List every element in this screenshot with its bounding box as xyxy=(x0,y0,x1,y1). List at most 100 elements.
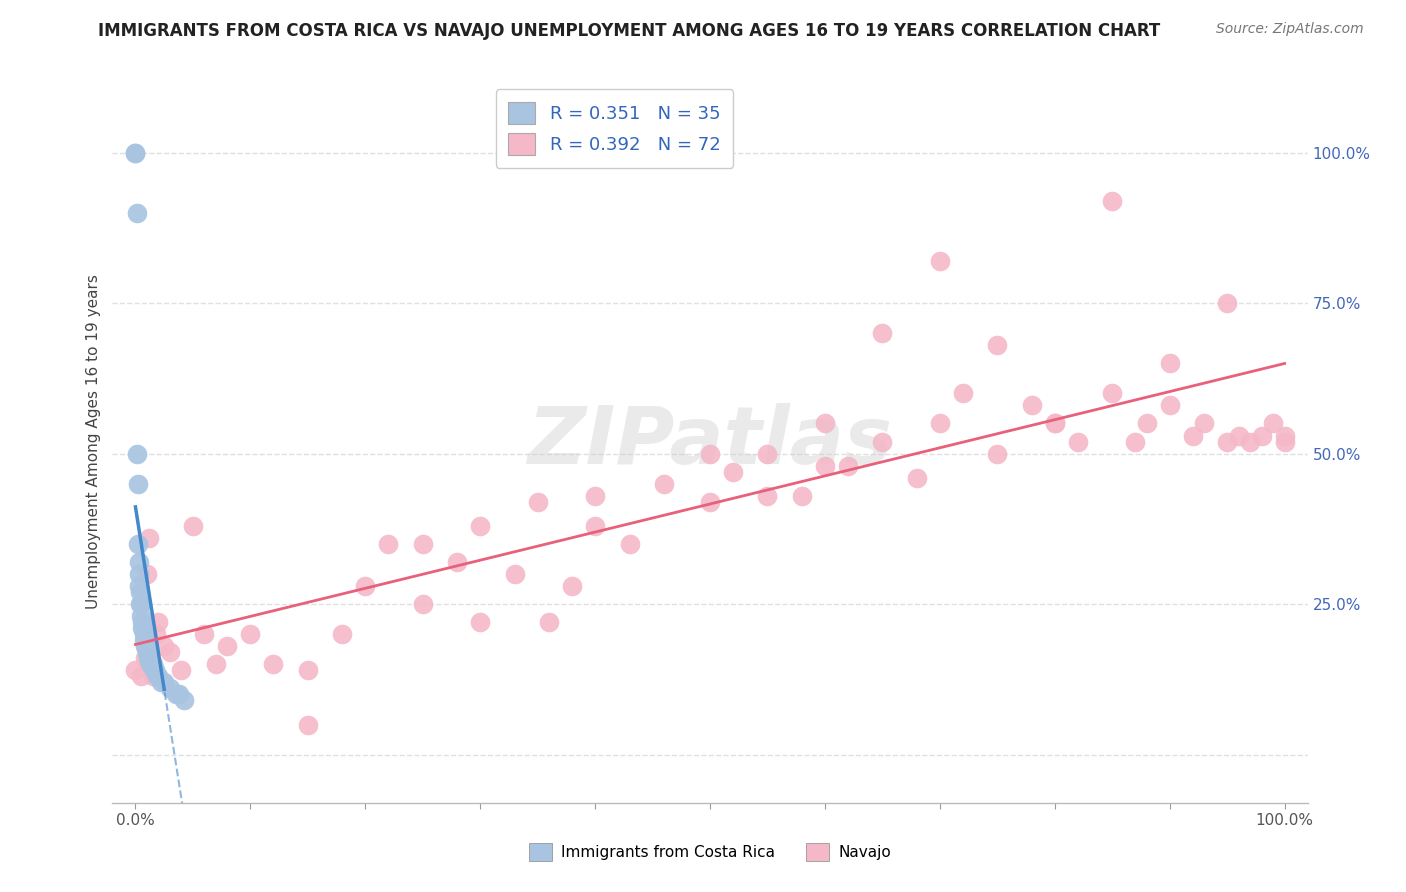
Point xyxy=(928,254,950,268)
Point xyxy=(652,476,675,491)
Point xyxy=(1043,417,1066,431)
Point xyxy=(138,651,160,665)
Point xyxy=(125,205,148,219)
Y-axis label: Unemployment Among Ages 16 to 19 years: Unemployment Among Ages 16 to 19 years xyxy=(86,274,101,609)
Point xyxy=(583,489,606,503)
Point xyxy=(377,537,399,551)
Point xyxy=(412,537,434,551)
Point xyxy=(167,687,190,701)
Point xyxy=(814,458,837,473)
Point xyxy=(136,651,159,665)
Point xyxy=(159,645,181,659)
Point xyxy=(136,567,159,582)
Point xyxy=(756,489,779,503)
Point xyxy=(561,579,583,593)
Point xyxy=(159,681,181,696)
Point xyxy=(148,615,170,630)
Point xyxy=(330,627,353,641)
Point xyxy=(128,579,150,593)
Point xyxy=(1136,417,1159,431)
Point xyxy=(132,627,155,641)
Point xyxy=(143,664,166,678)
Point xyxy=(170,664,193,678)
Point xyxy=(1261,417,1284,431)
Point xyxy=(699,446,721,460)
Point xyxy=(538,615,561,630)
Point xyxy=(135,639,157,653)
Point xyxy=(129,609,152,624)
Point xyxy=(1274,428,1296,442)
Point xyxy=(262,657,284,672)
Point xyxy=(928,417,950,431)
Point xyxy=(1101,386,1123,401)
Point xyxy=(165,687,187,701)
Point xyxy=(142,657,165,672)
Point xyxy=(1181,428,1204,442)
Point xyxy=(153,675,176,690)
Point xyxy=(526,494,548,508)
Point xyxy=(1192,417,1215,431)
Point xyxy=(1123,434,1146,449)
Point xyxy=(149,675,172,690)
Point xyxy=(124,145,146,160)
Point xyxy=(205,657,228,672)
Point xyxy=(814,417,837,431)
Point xyxy=(872,434,894,449)
Point xyxy=(128,555,150,569)
Point xyxy=(1159,398,1181,412)
Point xyxy=(1043,417,1066,431)
Point xyxy=(131,615,153,630)
Point xyxy=(193,627,215,641)
Point xyxy=(134,651,156,665)
Point xyxy=(142,669,165,683)
Point xyxy=(1159,356,1181,370)
Point xyxy=(1021,398,1043,412)
Point xyxy=(136,645,159,659)
Point xyxy=(1067,434,1090,449)
Point xyxy=(1227,428,1250,442)
Point xyxy=(127,537,149,551)
Point xyxy=(699,494,721,508)
Text: IMMIGRANTS FROM COSTA RICA VS NAVAJO UNEMPLOYMENT AMONG AGES 16 TO 19 YEARS CORR: IMMIGRANTS FROM COSTA RICA VS NAVAJO UNE… xyxy=(98,22,1161,40)
Point xyxy=(129,669,152,683)
Point xyxy=(139,657,162,672)
Point xyxy=(142,664,165,678)
Point xyxy=(756,446,779,460)
Point xyxy=(131,621,153,635)
Point xyxy=(146,669,169,683)
Point xyxy=(619,537,641,551)
Point xyxy=(173,693,195,707)
Point xyxy=(181,519,204,533)
Point xyxy=(1239,434,1261,449)
Point xyxy=(132,633,155,648)
Point xyxy=(837,458,859,473)
Point xyxy=(1101,194,1123,208)
Point xyxy=(986,446,1008,460)
Point xyxy=(153,639,176,653)
Point xyxy=(1250,428,1272,442)
Point xyxy=(986,338,1008,352)
Legend: Immigrants from Costa Rica, Navajo: Immigrants from Costa Rica, Navajo xyxy=(523,837,897,867)
Point xyxy=(136,645,159,659)
Point xyxy=(129,585,152,599)
Point xyxy=(721,465,744,479)
Point xyxy=(148,669,170,683)
Point xyxy=(127,476,149,491)
Point xyxy=(470,615,492,630)
Point xyxy=(124,664,146,678)
Point xyxy=(583,519,606,533)
Point xyxy=(446,555,468,569)
Point xyxy=(1216,296,1239,310)
Point xyxy=(129,597,152,611)
Point xyxy=(503,567,526,582)
Point xyxy=(134,639,156,653)
Text: Source: ZipAtlas.com: Source: ZipAtlas.com xyxy=(1216,22,1364,37)
Point xyxy=(790,489,813,503)
Point xyxy=(217,639,239,653)
Point xyxy=(129,597,152,611)
Point xyxy=(128,567,150,582)
Point xyxy=(872,326,894,341)
Point xyxy=(239,627,262,641)
Point xyxy=(138,531,160,545)
Point xyxy=(297,664,319,678)
